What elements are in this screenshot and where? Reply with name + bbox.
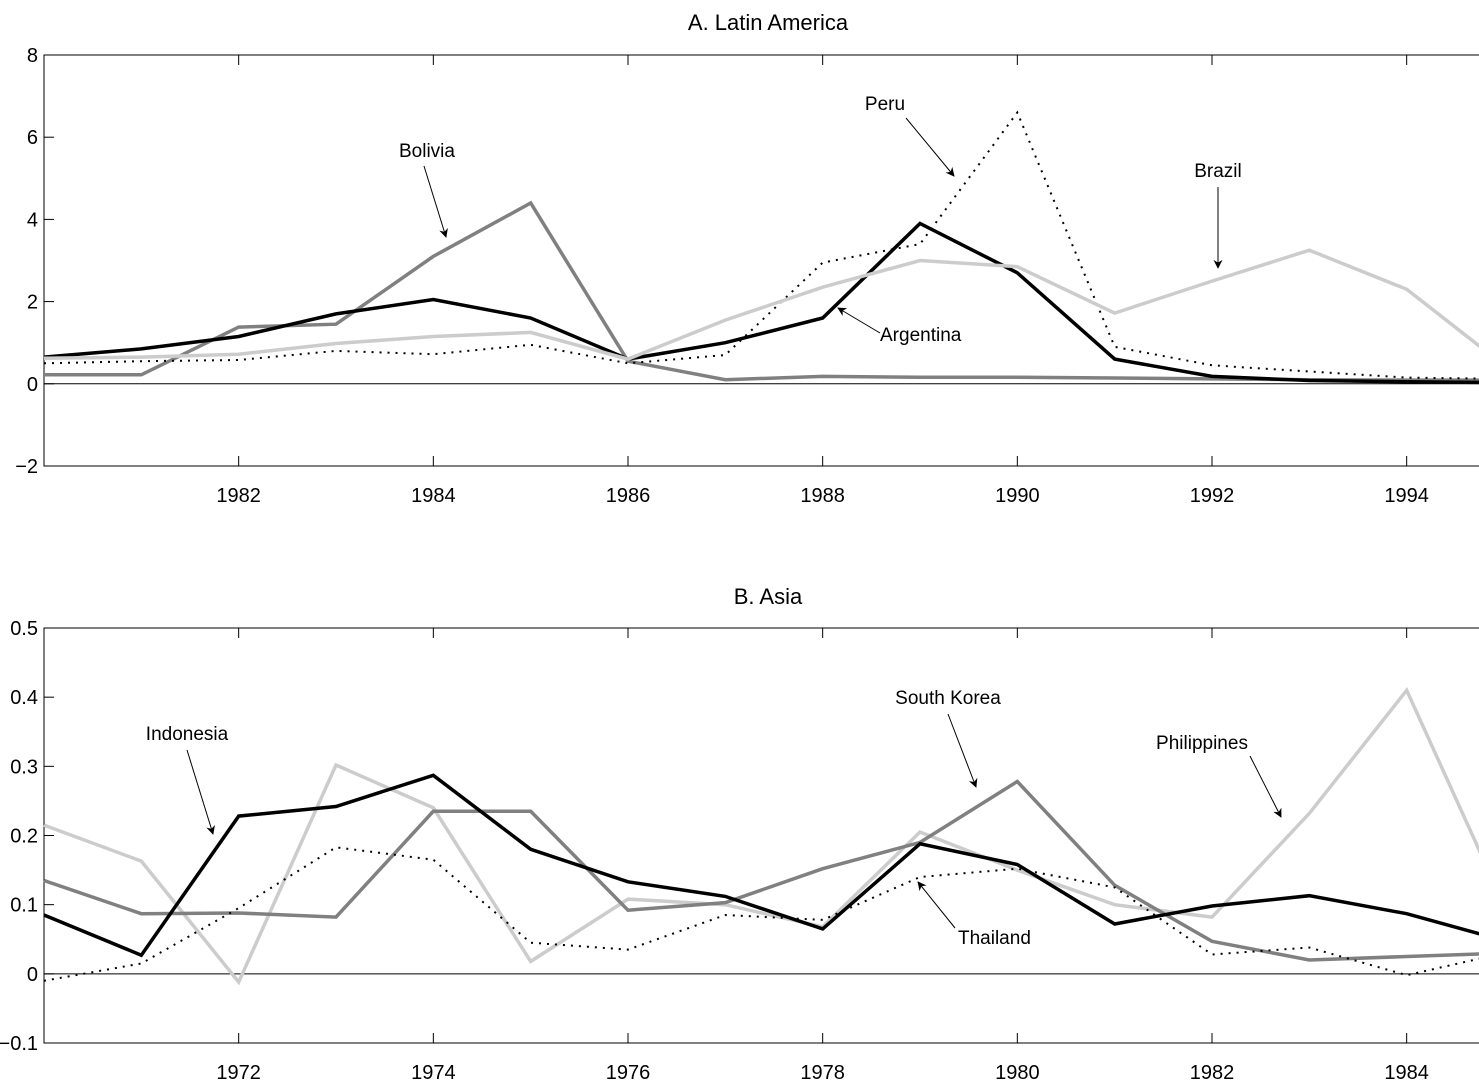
x-axis: 1972 1974 1976 1978 1980 1982 1984 (216, 628, 1429, 1084)
arrow-icon (917, 881, 956, 929)
annotation-label: Argentina (880, 325, 962, 346)
series-line-philippines (43, 686, 1479, 986)
series-line-argentina (43, 221, 1479, 385)
series-line-brazil (43, 248, 1479, 361)
annotation-label: Brazil (1194, 161, 1242, 182)
annotation-bolivia: Bolivia (399, 141, 455, 238)
series-line-peru (43, 110, 1479, 380)
y-tick-label: 8 (27, 45, 38, 67)
annotation-indonesia: Indonesia (146, 724, 229, 835)
x-tick-label: 1986 (606, 485, 651, 507)
annotation-label: Peru (865, 94, 905, 115)
x-tick-label: 1984 (1384, 1062, 1429, 1081)
annotation-argentina: Argentina (837, 307, 962, 346)
panel-title: A. Latin America (688, 10, 849, 35)
x-tick-label: 1974 (411, 1062, 456, 1081)
y-tick-label: 0.3 (10, 756, 38, 778)
annotation-label: South Korea (895, 688, 1001, 709)
y-tick-label: 4 (27, 209, 38, 231)
series-line-indonesia (43, 773, 1479, 958)
y-tick-label: 0.5 (10, 618, 38, 640)
arrow-icon (947, 713, 978, 788)
arrow-icon (837, 307, 881, 334)
annotation-label: Bolivia (399, 141, 455, 162)
x-tick-label: 1972 (216, 1062, 261, 1081)
y-tick-label: 0.4 (10, 687, 38, 709)
x-tick-label: 1982 (1190, 1062, 1235, 1081)
y-tick-label: 6 (27, 127, 38, 149)
y-tick-label: 0 (27, 374, 38, 396)
arrow-icon (905, 117, 955, 177)
x-tick-label: 1984 (411, 485, 456, 507)
x-tick-label: 1990 (995, 485, 1040, 507)
x-tick-label: 1988 (800, 485, 845, 507)
plot-frame (43, 54, 1479, 467)
x-tick-label: 1978 (800, 1062, 845, 1081)
x-tick-label: 1992 (1190, 485, 1235, 507)
y-tick-label: −0.1 (0, 1033, 38, 1055)
annotation-peru: Peru (865, 94, 955, 177)
x-axis: 1982 1984 1986 1988 1990 1992 1994 (216, 55, 1429, 507)
series-layer (43, 110, 1479, 385)
x-tick-label: 1994 (1384, 485, 1429, 507)
arrow-icon (1249, 755, 1282, 818)
series-layer (43, 686, 1479, 986)
y-tick-label: 0.2 (10, 826, 38, 848)
y-axis: −2 0 2 4 6 8 (15, 45, 54, 478)
x-tick-label: 1976 (606, 1062, 651, 1081)
panel-asia: B. Asia 1972 1974 1976 1978 1980 1982 1984 −0.… (0, 584, 1479, 1084)
x-tick-label: 1980 (995, 1062, 1040, 1081)
y-tick-label: 2 (27, 292, 38, 314)
annotation-south-korea: South Korea (895, 688, 1001, 788)
y-tick-label: 0 (27, 964, 38, 986)
annotation-label: Thailand (958, 928, 1031, 949)
arrow-icon (423, 165, 448, 238)
arrow-icon (186, 749, 215, 835)
y-axis: −0.1 0 0.1 0.2 0.3 0.4 0.5 (0, 618, 54, 1055)
plot-frame (43, 627, 1479, 1044)
annotation-brazil: Brazil (1194, 161, 1242, 269)
y-tick-label: −2 (15, 456, 38, 478)
series-line-thailand (43, 846, 1479, 982)
annotation-label: Indonesia (146, 724, 229, 745)
annotation-philippines: Philippines (1156, 733, 1282, 818)
annotation-thailand: Thailand (917, 881, 1031, 949)
panel-title: B. Asia (734, 584, 803, 609)
panel-latin-america: A. Latin America 1982 1984 1986 1988 1990 199… (15, 10, 1479, 507)
y-tick-label: 0.1 (10, 895, 38, 917)
x-tick-label: 1982 (216, 485, 261, 507)
annotation-label: Philippines (1156, 733, 1248, 754)
